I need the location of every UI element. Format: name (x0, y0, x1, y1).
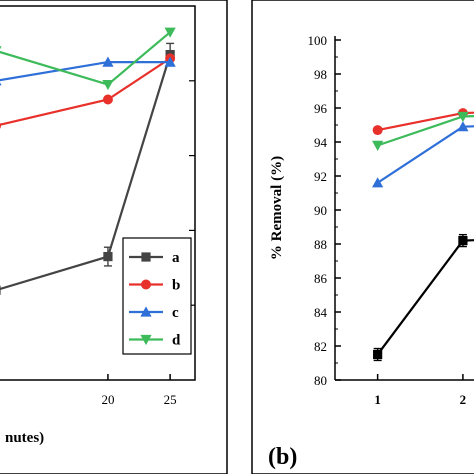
panel-a-frame (0, 0, 228, 474)
data-point-a (0, 285, 1, 295)
panel-a-x-axis-label: nutes) (5, 430, 44, 446)
y-tick-label: 96 (314, 101, 328, 116)
panel-b-frame (251, 0, 474, 474)
legend-label: d (172, 333, 181, 349)
data-point (373, 349, 383, 360)
panel-a-series (0, 27, 176, 295)
y-tick-label: 94 (314, 135, 328, 150)
legend-marker (141, 252, 151, 262)
data-point (372, 140, 384, 151)
y-tick-label: 98 (314, 67, 327, 82)
y-tick-label: 90 (314, 203, 327, 218)
series-d (0, 27, 176, 91)
legend-box (122, 237, 192, 355)
series-3 (372, 111, 474, 151)
panel-b-y-ticks: 80 82 84 86 88 90 92 94 96 98 100 (308, 33, 341, 388)
legend-marker (141, 279, 151, 290)
data-point-d (0, 46, 2, 50)
data-point-c (164, 56, 176, 67)
panel-a-plot-area (0, 5, 196, 381)
series-0 (373, 233, 474, 362)
y-tick-label: 84 (314, 305, 328, 320)
legend-item-b: b (129, 278, 180, 294)
series-b (0, 53, 176, 129)
data-point (372, 177, 384, 188)
x-tick-label: 1 (374, 392, 381, 407)
data-point-c (0, 82, 2, 86)
x-tick-label: 25 (164, 392, 177, 407)
series-line (376, 239, 474, 356)
legend-item-c: c (129, 305, 179, 321)
legend-label: a (172, 250, 180, 266)
data-point-d (102, 79, 114, 91)
x-tick-label: 20 (101, 392, 114, 407)
legend-marker (140, 306, 152, 317)
y-tick-label: 100 (308, 33, 328, 48)
y-tick-label: 86 (314, 271, 328, 286)
data-point-b (102, 94, 113, 105)
legend-label: c (172, 305, 179, 321)
data-point (457, 111, 469, 123)
series-2 (372, 121, 474, 188)
legend-item-d: d (129, 333, 181, 349)
panel-b-y-axis-label: % Removal (%) (269, 156, 285, 260)
data-point-b (0, 122, 1, 129)
series-line (377, 125, 474, 184)
panel-b-series (372, 108, 474, 362)
data-point-a (103, 251, 113, 262)
panel-b-label: (b) (268, 444, 297, 470)
data-point (457, 121, 469, 132)
y-tick-label: 92 (314, 169, 327, 184)
panel-a-x-ticks: 20 25 (101, 374, 177, 407)
legend-marker (140, 334, 152, 346)
data-point-c (102, 56, 114, 67)
data-point-d (164, 27, 176, 38)
y-tick-label: 88 (314, 237, 327, 252)
data-point (458, 236, 468, 246)
series-c (0, 56, 176, 86)
y-tick-label: 82 (314, 339, 327, 354)
legend-label: b (172, 278, 180, 294)
data-point (372, 125, 383, 136)
legend-item-a: a (129, 250, 180, 266)
y-tick-label: 80 (314, 373, 327, 388)
series-line-b (0, 57, 171, 126)
x-tick-label: 2 (460, 392, 467, 407)
